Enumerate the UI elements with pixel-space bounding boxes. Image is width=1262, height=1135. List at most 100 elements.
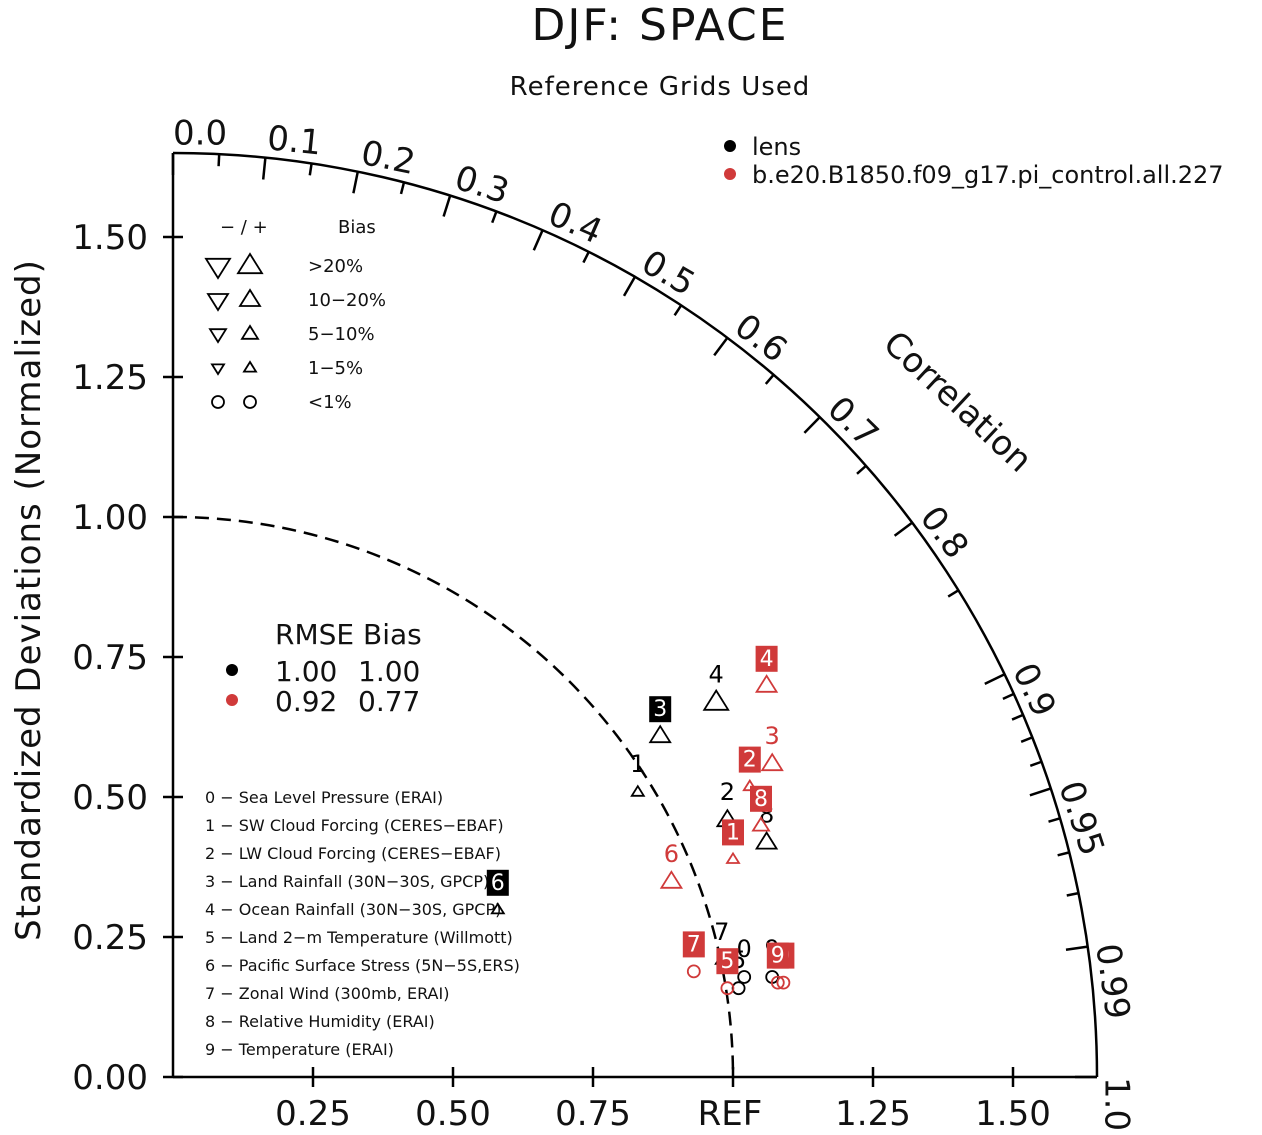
data-marker [737,970,752,984]
bias-legend-label: 5−10% [308,324,375,345]
variable-item: 0 − Sea Level Pressure (ERAI) [205,788,443,807]
data-marker [659,870,684,889]
bias-value-lens: 1.00 [358,655,420,688]
corr-tick-label: 0.7 [819,389,886,455]
data-label: 7 [714,918,729,946]
data-label-box [738,746,761,773]
bias-legend-marker-minus [210,363,226,376]
data-marker [754,830,779,850]
bias-legend-marker-minus [204,257,232,280]
corr-tick-minor [1057,851,1070,857]
data-label-box [682,931,705,958]
data-label: 9 [771,944,785,969]
data-label: 1 [726,820,740,845]
legend-label-lens: lens [752,133,801,161]
y-tick-label: 1.00 [72,498,148,538]
variable-item: 1 − SW Cloud Forcing (CERES−EBAF) [205,816,504,835]
rmse-header: RMSE Bias [275,618,422,651]
data-label-box [716,948,739,975]
data-marker [725,851,741,864]
outer-arc [172,151,1099,1078]
corr-tick-minor [308,163,313,176]
bias-legend-label: >20% [308,256,363,277]
corr-tick-minor [582,251,590,264]
data-marker [776,975,791,990]
data-marker [490,902,506,915]
y-tick-label: 1.50 [72,218,148,258]
corr-tick-label: 0.4 [542,194,608,252]
corr-tick-major [1065,945,1088,951]
x-tick-label: 1.50 [975,1094,1051,1134]
corr-tick-major [622,276,637,297]
bias-value-model: 0.77 [358,685,420,718]
corr-tick-label: 0.9 [1004,657,1064,723]
series-legend: lens b.e20.B1850.f09_g17.pi_control.all.… [724,133,1224,189]
corr-tick-minor [764,374,775,385]
chart-subtitle: Reference Grids Used [510,72,811,102]
y-axis-label: Standardized Deviations (Normalized) [9,259,49,941]
bias-legend-label: 1−5% [308,358,363,379]
bias-legend: − / + Bias >20% 10−20% 5−10% 1−5% <1% [204,217,386,413]
data-label: 1 [630,750,645,778]
data-label: 6 [664,840,679,868]
corr-tick-label: 0.8 [912,499,976,566]
rmse-value-lens: 1.00 [275,655,337,688]
variable-item: 7 − Zonal Wind (300mb, ERAI) [205,984,449,1003]
corr-tick-minor [1020,736,1033,743]
data-marker [648,724,672,744]
data-marker [630,784,646,797]
data-marker [702,688,730,711]
y-tick-label: 0.25 [72,918,148,958]
data-label-box [486,869,509,896]
correlation-label: Correlation [875,323,1039,480]
x-ticks: 0.25 0.50 0.75 1.25 1.50 [275,1067,1051,1134]
rmse-marker-model [226,694,238,706]
corr-tick-label: 0.5 [635,243,702,305]
y-tick-label: 0.00 [72,1058,148,1098]
corr-tick-minor [673,304,683,317]
variable-item: 4 − Ocean Rainfall (30N−30S, GPCP) [205,900,501,919]
variable-item: 3 − Land Rainfall (30N−30S, GPCP) [205,872,489,891]
corr-tick-major [1029,787,1052,797]
corr-tick-label: 0.3 [450,158,514,212]
variable-item: 9 − Temperature (ERAI) [205,1040,394,1059]
bias-legend-marker-minus [211,395,225,409]
variable-item: 6 − Pacific Surface Stress (5N−5S,ERS) [205,956,520,975]
data-label: 6 [491,871,505,896]
corr-tick-label: 0.6 [727,306,794,370]
bias-legend-signs: − / + [220,217,268,238]
rmse-marker-lens [226,664,238,676]
data-label-box [766,942,789,969]
bias-legend-marker-minus [206,293,230,312]
y-tick-label: 0.50 [72,778,148,818]
corr-tick-label: 0.2 [358,133,419,183]
data-marker [751,816,771,832]
x-tick-label: 0.50 [415,1094,491,1134]
corr-tick-minor [217,154,221,167]
corr-tick-minor [856,464,867,475]
data-marker [731,981,746,996]
data-label: 3 [765,722,780,750]
data-label-box [755,645,778,672]
y-ticks: 0.00 0.25 0.50 0.75 1.00 1.25 1.50 [72,218,183,1098]
corr-tick-major [352,171,360,194]
data-label-box [649,696,672,723]
bias-legend-rows: >20% 10−20% 5−10% 1−5% <1% [204,252,386,413]
variable-item: 2 − LW Cloud Forcing (CERES−EBAF) [205,844,501,863]
legend-marker-model [724,168,736,180]
corr-tick-label: 1.0 [1097,1077,1137,1131]
x-tick-label: 0.25 [275,1094,351,1134]
x-tick-label: 1.25 [835,1094,911,1134]
data-marker [770,975,785,990]
bias-legend-marker-plus [240,324,260,340]
data-marker [760,752,784,772]
bias-legend-marker-plus [243,395,257,409]
corr-tick-major [442,195,452,217]
corr-tick-major [713,337,729,357]
rmse-table: RMSE Bias 1.00 1.00 0.92 0.77 [226,618,422,718]
corr-tick-minor [1066,891,1079,897]
corr-tick-major [532,229,544,251]
bias-legend-label: 10−20% [308,290,386,311]
corr-tick-major [984,673,1006,685]
